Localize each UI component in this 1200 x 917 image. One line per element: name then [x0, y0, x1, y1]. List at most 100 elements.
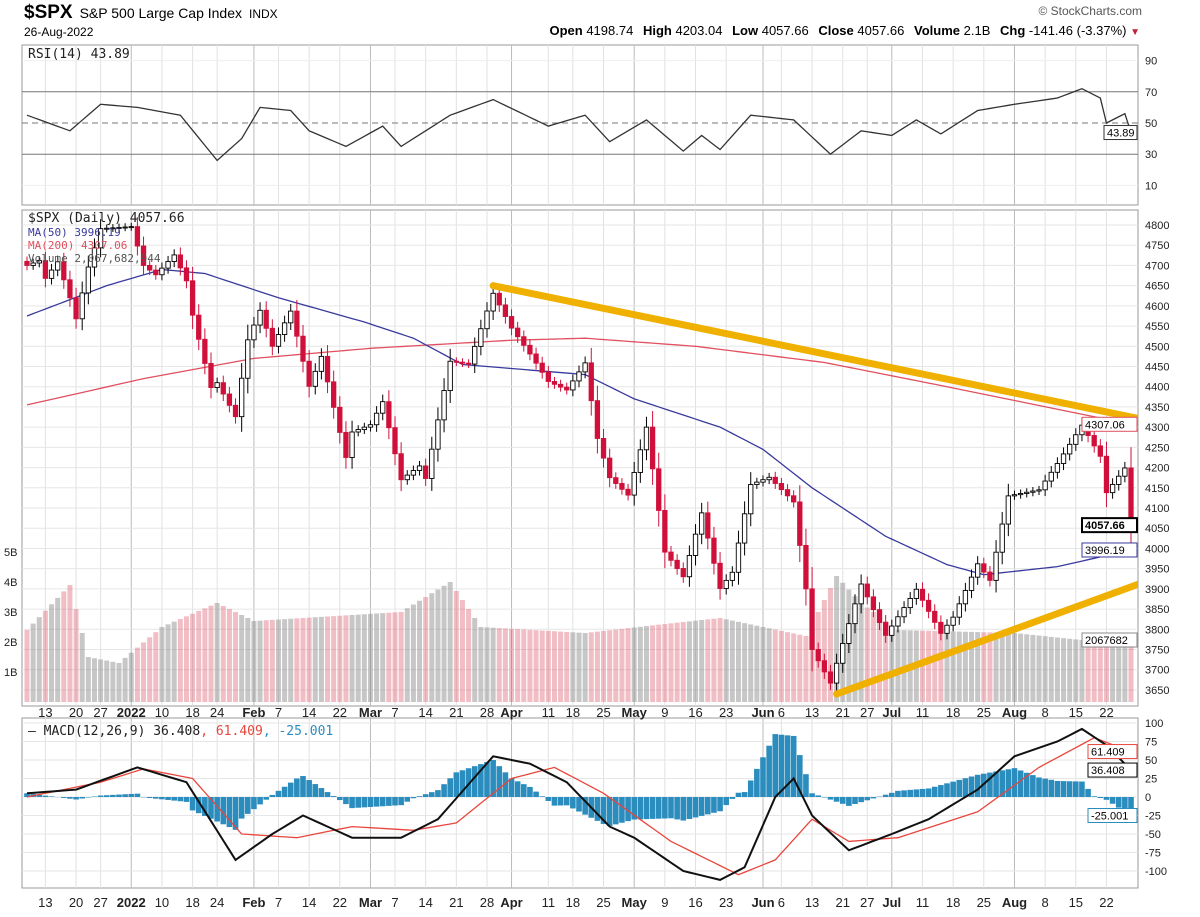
volume-bar [686, 621, 692, 702]
candle-body [533, 353, 539, 364]
macd-histogram-bar [251, 797, 257, 810]
candle-body [416, 465, 423, 471]
macd-histogram-bar [637, 797, 644, 820]
volume-bar [1011, 633, 1017, 702]
volume-bar [24, 630, 30, 702]
candle-body [692, 533, 699, 556]
x-axis-label: 18 [185, 705, 199, 720]
x-axis-label: 8 [1042, 895, 1049, 910]
x-axis-label: 7 [275, 705, 282, 720]
macd-legend-hist: , -25.001 [263, 724, 333, 739]
macd-histogram-bar [128, 793, 135, 797]
macd-histogram-bar [619, 797, 625, 823]
price-axis-label: 3900 [1145, 584, 1169, 596]
macd-histogram-bar [300, 776, 306, 797]
volume-bar [699, 620, 705, 702]
macd-histogram-bar [1115, 797, 1122, 808]
macd-histogram-bar [705, 797, 711, 815]
macd-histogram-bar [67, 797, 73, 799]
macd-histogram-bar [496, 766, 503, 797]
macd-histogram-bar [784, 735, 791, 797]
candle-body [901, 607, 907, 618]
candle-body [852, 603, 858, 625]
candle-body [705, 512, 711, 539]
candle-body [1128, 467, 1134, 526]
volume-bar [791, 633, 797, 702]
volume-bar [1079, 640, 1085, 702]
candle-body [545, 371, 551, 382]
x-axis-label: 27 [860, 895, 874, 910]
macd-histogram-bar [606, 797, 613, 826]
candle-body [85, 266, 91, 294]
macd-histogram-bar [1103, 797, 1110, 800]
candle-body [754, 481, 760, 486]
macd-histogram-bar [692, 797, 699, 818]
volume-bar [711, 618, 717, 702]
macd-hist-value-box [1087, 808, 1138, 824]
candle-body [791, 495, 797, 503]
volume-bar [938, 631, 944, 702]
candle-body [619, 483, 625, 490]
volume-bar [637, 626, 643, 702]
volume-bar [466, 609, 472, 702]
candle-body [153, 269, 159, 276]
volume-bar [539, 630, 545, 702]
volume-bar [374, 613, 380, 702]
volume-bar [527, 629, 533, 702]
candle-body [484, 310, 490, 330]
candle-body [472, 345, 478, 365]
macd-histogram-bar [809, 793, 815, 797]
x-axis-label: Apr [500, 705, 522, 720]
candle-body [1067, 443, 1073, 455]
copyright-link[interactable]: © StockCharts.com [1038, 4, 1142, 18]
x-axis-label: 21 [835, 895, 849, 910]
candle-body [686, 554, 693, 578]
macd-axis-label: -50 [1145, 829, 1161, 841]
macd-histogram-bar [754, 768, 760, 797]
macd-histogram-bar [864, 797, 871, 801]
x-axis-label: 25 [977, 895, 991, 910]
candle-body [968, 576, 975, 591]
candle-body [1054, 463, 1061, 473]
change-value: -141.46 (-3.37%) [1028, 23, 1127, 38]
trendline [833, 580, 1138, 698]
candle-body [318, 355, 325, 372]
macd-histogram-bar [1054, 780, 1061, 797]
x-axis-label: 7 [391, 895, 398, 910]
candle-body [876, 609, 883, 623]
volume-bar [417, 600, 423, 702]
macd-histogram-bar [116, 794, 122, 797]
volume-bar [895, 630, 901, 702]
volume-bar [355, 614, 361, 702]
candle-body [662, 509, 668, 553]
price-axis-label: 4250 [1145, 442, 1169, 454]
volume-bar [748, 624, 754, 702]
candle-body [625, 488, 631, 496]
x-axis-label: Feb [242, 895, 265, 910]
x-axis-label: May [622, 705, 648, 720]
macd-histogram-bar [392, 797, 398, 806]
volume-bar [883, 621, 889, 702]
candle-body [478, 328, 484, 347]
volume-bar [558, 631, 564, 702]
volume-bar [337, 615, 343, 702]
volume-bar [502, 628, 508, 702]
macd-histogram-bar [214, 797, 220, 822]
candle-body [600, 438, 607, 459]
candle-body [361, 426, 367, 431]
macd-axis-label: 50 [1145, 755, 1157, 767]
volume-bar [226, 609, 232, 702]
volume-bar [674, 622, 680, 702]
low-label: Low [732, 23, 759, 38]
volume-bar [631, 627, 637, 702]
price-axis-label: 4750 [1145, 240, 1169, 252]
candle-body [1011, 494, 1018, 497]
candle-body [232, 404, 239, 418]
macd-histogram-bar [582, 797, 588, 815]
candle-body [73, 297, 79, 320]
volume-bar [361, 614, 367, 702]
candle-body [827, 671, 834, 684]
volume-bar [852, 596, 858, 702]
candle-body [404, 474, 410, 481]
candle-body [116, 226, 122, 229]
